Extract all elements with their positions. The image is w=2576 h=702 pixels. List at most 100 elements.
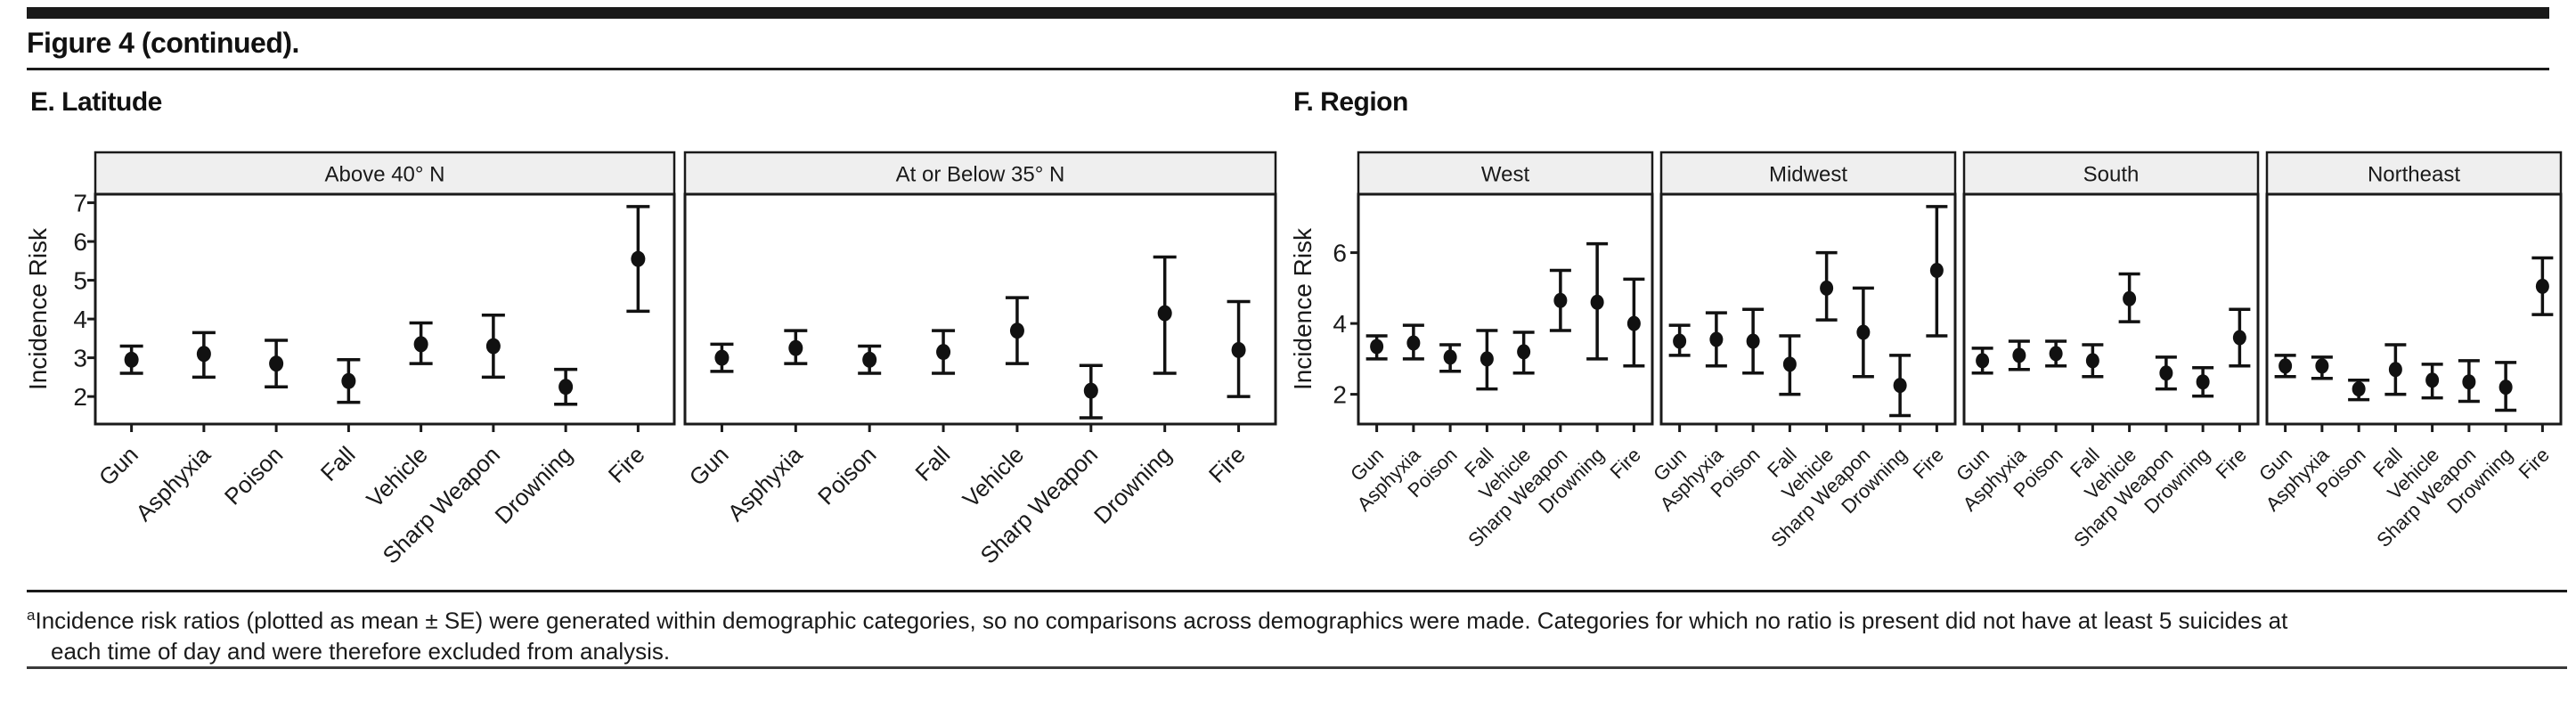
data-point bbox=[1820, 280, 1834, 296]
facet-panel bbox=[94, 192, 676, 426]
facet-header-label: South bbox=[2083, 163, 2140, 187]
data-point bbox=[1517, 344, 1531, 360]
data-point bbox=[862, 351, 877, 368]
data-point bbox=[1746, 333, 1760, 349]
x-tick-label: Poison bbox=[219, 441, 288, 510]
data-point bbox=[1406, 335, 1421, 351]
data-point bbox=[2049, 346, 2063, 362]
data-point bbox=[1673, 333, 1687, 349]
data-point bbox=[936, 344, 951, 361]
x-tick-label: Fire bbox=[1908, 444, 1947, 483]
data-point bbox=[2535, 278, 2549, 294]
data-point bbox=[1231, 341, 1246, 358]
x-tick-label: Asphyxia bbox=[130, 441, 216, 526]
facet-panel bbox=[2265, 192, 2563, 426]
data-point bbox=[631, 250, 646, 267]
figure-title: Figure 4 (continued). bbox=[27, 27, 299, 59]
x-tick-label: Asphyxia bbox=[722, 441, 808, 526]
data-point bbox=[2196, 374, 2210, 390]
footnote-divider-bottom bbox=[27, 666, 2567, 669]
y-axis-title: Incidence Risk bbox=[1289, 227, 1317, 390]
x-tick-label: Poison bbox=[812, 441, 881, 510]
data-point bbox=[1443, 349, 1457, 365]
data-point bbox=[2159, 365, 2173, 381]
data-point bbox=[2012, 347, 2026, 363]
data-point bbox=[2352, 381, 2366, 397]
data-point bbox=[196, 346, 211, 363]
data-point bbox=[2123, 290, 2137, 306]
data-point bbox=[788, 339, 803, 356]
region-chart: Incidence Risk West 2 4 6 Gun Asphyxia Poison Fa… bbox=[1283, 80, 2576, 579]
facet-panel bbox=[1659, 192, 1957, 426]
x-tick-label: Fire bbox=[2514, 444, 2553, 483]
title-divider bbox=[27, 68, 2549, 70]
y-tick-label: 3 bbox=[73, 345, 87, 372]
data-point bbox=[1782, 356, 1797, 372]
figure-top-bar bbox=[27, 7, 2549, 19]
data-point bbox=[558, 379, 574, 396]
footnote-divider-top bbox=[27, 590, 2567, 592]
data-point bbox=[1709, 331, 1724, 347]
facet-header bbox=[1659, 151, 1957, 196]
data-point bbox=[1157, 305, 1172, 322]
data-point bbox=[269, 355, 284, 372]
data-point bbox=[1480, 351, 1494, 367]
data-point bbox=[1976, 353, 1990, 369]
data-point bbox=[2499, 380, 2513, 396]
facet-panel bbox=[683, 192, 1277, 426]
data-point bbox=[485, 338, 501, 355]
x-tick-label: Drowning bbox=[1088, 441, 1177, 529]
facet-header-label: Northeast bbox=[2368, 163, 2460, 187]
facet-header-label: Midwest bbox=[1769, 163, 1847, 187]
panel-e-label: E. Latitude bbox=[30, 87, 162, 117]
data-point bbox=[2462, 374, 2476, 390]
y-tick-label: 7 bbox=[73, 190, 87, 217]
x-tick-label: Fire bbox=[603, 441, 650, 488]
facet-header bbox=[683, 151, 1277, 196]
latitude-chart: Incidence Risk Above 40° N 2 3 4 5 6 7 Gun Asphyx… bbox=[24, 80, 1283, 579]
y-tick-label: 2 bbox=[73, 383, 87, 411]
y-tick-label: 6 bbox=[1333, 240, 1347, 267]
facet-header bbox=[1962, 151, 2260, 196]
y-axis-title: Incidence Risk bbox=[27, 227, 52, 390]
data-point bbox=[2232, 330, 2246, 346]
data-point bbox=[341, 372, 356, 389]
y-tick-label: 5 bbox=[73, 267, 87, 295]
data-point bbox=[413, 336, 428, 353]
x-tick-label: Fire bbox=[1605, 444, 1644, 483]
data-point bbox=[1083, 382, 1098, 399]
y-tick-label: 4 bbox=[1333, 310, 1347, 338]
data-point bbox=[2315, 358, 2329, 374]
facet-header-label: West bbox=[1481, 163, 1530, 187]
data-point bbox=[2425, 372, 2440, 388]
facet-panel bbox=[1962, 192, 2260, 426]
data-point bbox=[1553, 292, 1568, 308]
footnote-line2: each time of day and were therefore excl… bbox=[51, 637, 671, 665]
region-plot: Incidence RiskWest246GunAsphyxiaPoisonFa… bbox=[1289, 151, 2563, 551]
data-point bbox=[1626, 315, 1641, 331]
data-point bbox=[2085, 353, 2099, 369]
data-point bbox=[124, 351, 139, 368]
data-point bbox=[1009, 322, 1024, 339]
data-point bbox=[2278, 358, 2293, 374]
x-tick-label: Gun bbox=[94, 441, 143, 491]
y-tick-label: 6 bbox=[73, 228, 87, 256]
data-point bbox=[1856, 324, 1871, 340]
data-point bbox=[1590, 294, 1604, 310]
x-tick-label: Fire bbox=[2211, 444, 2250, 483]
facet-header-label: Above 40° N bbox=[324, 163, 444, 187]
data-point bbox=[1893, 378, 1907, 394]
footnote-marker: a bbox=[27, 607, 36, 624]
data-point bbox=[714, 349, 730, 366]
panel-f-label: F. Region bbox=[1293, 87, 1408, 117]
x-tick-label: Vehicle bbox=[958, 441, 1029, 512]
x-tick-label: Fall bbox=[909, 441, 955, 486]
x-tick-label: Drowning bbox=[489, 441, 577, 529]
x-tick-label: Fall bbox=[315, 441, 361, 486]
x-tick-label: Fire bbox=[1203, 441, 1251, 488]
x-tick-label: Gun bbox=[684, 441, 734, 491]
y-tick-label: 2 bbox=[1333, 381, 1347, 409]
footnote-line1: Incidence risk ratios (plotted as mean ±… bbox=[35, 607, 2288, 634]
facet-header-label: At or Below 35° N bbox=[896, 163, 1065, 187]
